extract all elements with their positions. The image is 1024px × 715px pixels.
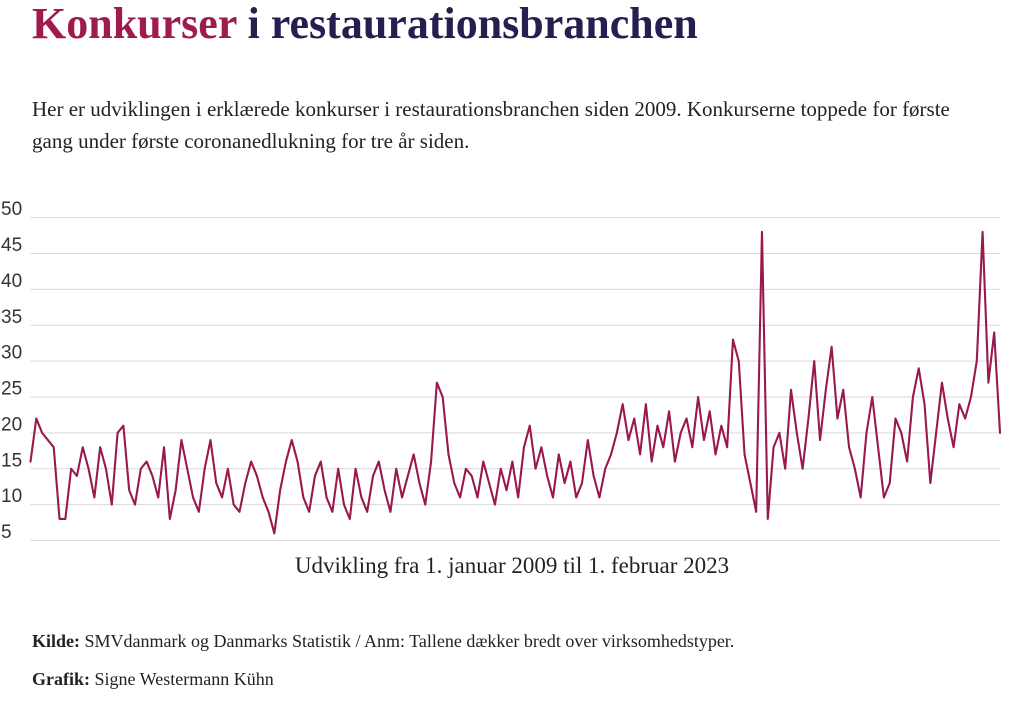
svg-text:35: 35	[1, 307, 22, 328]
svg-text:50: 50	[1, 199, 22, 220]
svg-text:45: 45	[1, 235, 22, 256]
svg-text:20: 20	[1, 414, 22, 435]
svg-text:10: 10	[1, 486, 22, 507]
svg-text:25: 25	[1, 379, 22, 400]
svg-text:5: 5	[1, 522, 12, 543]
svg-text:15: 15	[1, 450, 22, 471]
svg-text:30: 30	[1, 343, 22, 364]
svg-text:40: 40	[1, 271, 22, 292]
